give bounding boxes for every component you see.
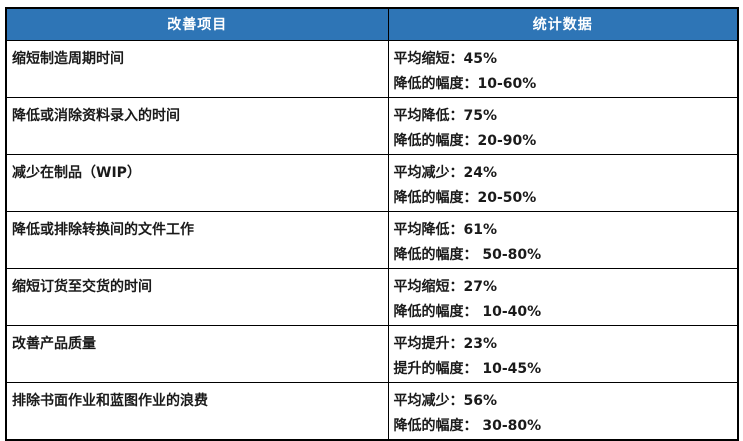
improvement-item-label: 排除书面作业和蓝图作业的浪费 (5, 381, 389, 440)
table-row: 缩短订货至交货的时间 平均缩短：27% 降低的幅度： 10-40% (5, 267, 739, 326)
stat-average-line: 平均提升：23% (393, 335, 498, 352)
stat-average-line: 平均缩短：27% (393, 278, 498, 295)
stat-range-line: 降低的幅度：20-90% (393, 132, 537, 149)
table-row: 排除书面作业和蓝图作业的浪费 平均减少：56% 降低的幅度： 30-80% (5, 381, 739, 440)
table-row: 减少在制品（WIP） 平均减少：24% 降低的幅度：20-50% (5, 153, 739, 212)
stat-range-line: 降低的幅度：10-60% (393, 75, 537, 92)
improvement-item-label: 缩短订货至交货的时间 (5, 267, 389, 326)
stat-average-line: 平均减少：56% (393, 392, 498, 409)
statistics-cell: 平均缩短：27% 降低的幅度： 10-40% (387, 267, 739, 326)
column-header-improvement-items: 改善项目 (5, 7, 389, 41)
table-row: 降低或消除资料录入的时间 平均降低：75% 降低的幅度：20-90% (5, 96, 739, 155)
stat-average-line: 平均降低：75% (393, 107, 498, 124)
stat-average-line: 平均缩短：45% (393, 50, 498, 67)
statistics-cell: 平均降低：61% 降低的幅度： 50-80% (387, 210, 739, 269)
stat-range-line: 提升的幅度： 10-45% (393, 360, 542, 377)
statistics-cell: 平均提升：23% 提升的幅度： 10-45% (387, 324, 739, 383)
table-row: 缩短制造周期时间 平均缩短：45% 降低的幅度：10-60% (5, 39, 739, 98)
stat-range-line: 降低的幅度： 30-80% (393, 417, 542, 434)
statistics-cell: 平均降低：75% 降低的幅度：20-90% (387, 96, 739, 155)
table-header-row: 改善项目 统计数据 (5, 7, 739, 41)
table-row: 降低或排除转换间的文件工作 平均降低：61% 降低的幅度： 50-80% (5, 210, 739, 269)
statistics-cell: 平均减少：56% 降低的幅度： 30-80% (387, 381, 739, 440)
stat-range-line: 降低的幅度： 10-40% (393, 303, 542, 320)
stat-range-line: 降低的幅度： 50-80% (393, 246, 542, 263)
table-row: 改善产品质量 平均提升：23% 提升的幅度： 10-45% (5, 324, 739, 383)
stat-average-line: 平均降低：61% (393, 221, 498, 238)
column-header-statistics: 统计数据 (387, 7, 739, 41)
improvement-item-label: 缩短制造周期时间 (5, 39, 389, 98)
statistics-cell: 平均减少：24% 降低的幅度：20-50% (387, 153, 739, 212)
statistics-cell: 平均缩短：45% 降低的幅度：10-60% (387, 39, 739, 98)
improvement-item-label: 减少在制品（WIP） (5, 153, 389, 212)
stat-range-line: 降低的幅度：20-50% (393, 189, 537, 206)
improvement-item-label: 降低或消除资料录入的时间 (5, 96, 389, 155)
improvement-item-label: 改善产品质量 (5, 324, 389, 383)
improvement-item-label: 降低或排除转换间的文件工作 (5, 210, 389, 269)
improvement-stats-table: 改善项目 统计数据 缩短制造周期时间 平均缩短：45% 降低的幅度：10-60%… (5, 7, 739, 441)
stat-average-line: 平均减少：24% (393, 164, 498, 181)
